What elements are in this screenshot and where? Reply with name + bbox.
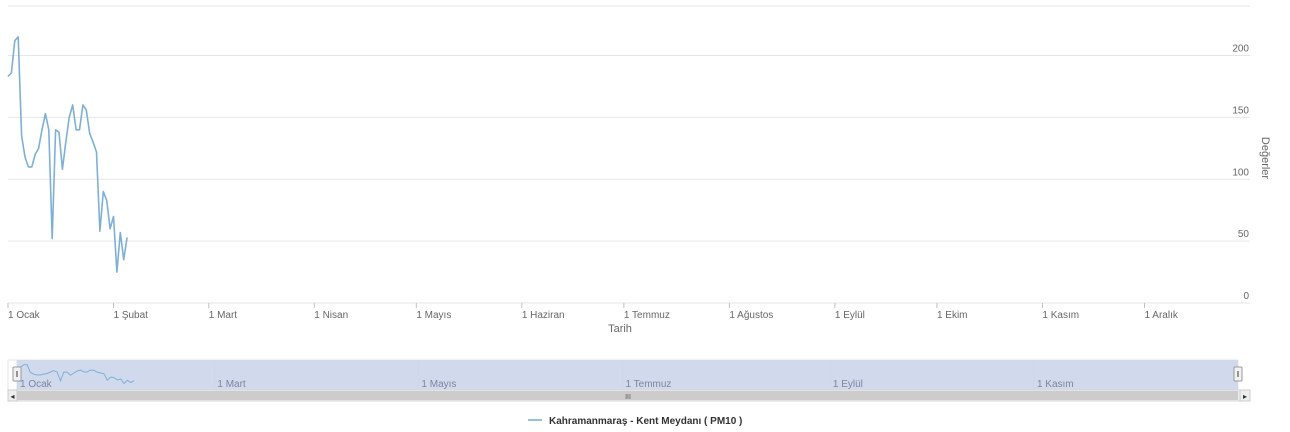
- x-tick-label-9: 1 Ekim: [937, 310, 968, 321]
- handle-right-glyph: ‖: [1236, 370, 1239, 379]
- x-axis-ticks: 1 Ocak 1 Şubat 1 Mart 1 Nisan 1 Mayıs 1 Hazir…: [7, 303, 1179, 321]
- scroll-left-button[interactable]: ◂: [7, 389, 18, 402]
- navigator-selected-range[interactable]: [17, 360, 1238, 390]
- x-tick-label-6: 1 Temmuz: [624, 310, 670, 321]
- y-tick-label-0: 0: [1243, 291, 1249, 302]
- navigator-labels: 1 Ocak 1 Mart 1 Mayıs 1 Temmuz 1 Eylül 1 Kası…: [20, 379, 1074, 390]
- handle-left-glyph: ‖: [15, 370, 18, 379]
- grid-lines: [8, 5, 1250, 304]
- x-tick-label-7: 1 Ağustos: [729, 310, 773, 321]
- y-tick-label-150: 150: [1232, 105, 1249, 116]
- x-tick-label-5: 1 Haziran: [522, 310, 565, 321]
- navigator-label-2: 1 Mayıs: [421, 379, 456, 390]
- y-tick-label-200: 200: [1232, 44, 1249, 55]
- navigator[interactable]: 1 Ocak 1 Mart 1 Mayıs 1 Temmuz 1 Eylül 1 Kası…: [7, 359, 1243, 391]
- x-tick-label-2: 1 Mart: [209, 310, 238, 321]
- navigator-label-5: 1 Kasım: [1037, 379, 1074, 390]
- x-tick-label-11: 1 Aralık: [1145, 310, 1179, 321]
- navigator-series-line: [16, 363, 135, 385]
- navigator-handle-right[interactable]: ‖: [1233, 366, 1243, 382]
- x-tick-label-8: 1 Eylül: [835, 310, 865, 321]
- legend-item-pm10[interactable]: Kahramanmaraş - Kent Meydanı ( PM10 ): [549, 416, 742, 427]
- x-tick-label-3: 1 Nisan: [314, 310, 348, 321]
- scroll-right-button[interactable]: ▸: [1239, 389, 1251, 402]
- x-tick-label-4: 1 Mayıs: [416, 310, 451, 321]
- navigator-label-1: 1 Mart: [217, 379, 246, 390]
- y-axis-ticks: 0 50 100 150 200: [1232, 44, 1249, 303]
- navigator-label-4: 1 Eylül: [833, 379, 863, 390]
- navigator-handle-left[interactable]: ‖: [12, 366, 22, 382]
- legend[interactable]: Kahramanmaraş - Kent Meydanı ( PM10 ): [528, 416, 742, 427]
- left-arrow-icon: ◂: [10, 392, 14, 401]
- y-tick-label-50: 50: [1238, 229, 1250, 240]
- x-tick-label-1: 1 Şubat: [113, 310, 148, 321]
- scrollbar-grip-icon: III: [625, 394, 631, 401]
- x-axis-title: Tarih: [608, 323, 632, 335]
- x-tick-label-0: 1 Ocak: [8, 310, 41, 321]
- y-tick-label-100: 100: [1232, 167, 1249, 178]
- scrollbar-thumb[interactable]: [17, 391, 1238, 400]
- right-arrow-icon: ▸: [1243, 392, 1247, 401]
- navigator-label-0: 1 Ocak: [20, 379, 53, 390]
- series-line-pm10: [7, 36, 128, 273]
- x-tick-label-10: 1 Kasım: [1042, 310, 1079, 321]
- y-axis-title: Değerler: [1259, 137, 1271, 180]
- scrollbar[interactable]: III ◂ ▸: [7, 389, 1251, 402]
- navigator-label-3: 1 Temmuz: [625, 379, 671, 390]
